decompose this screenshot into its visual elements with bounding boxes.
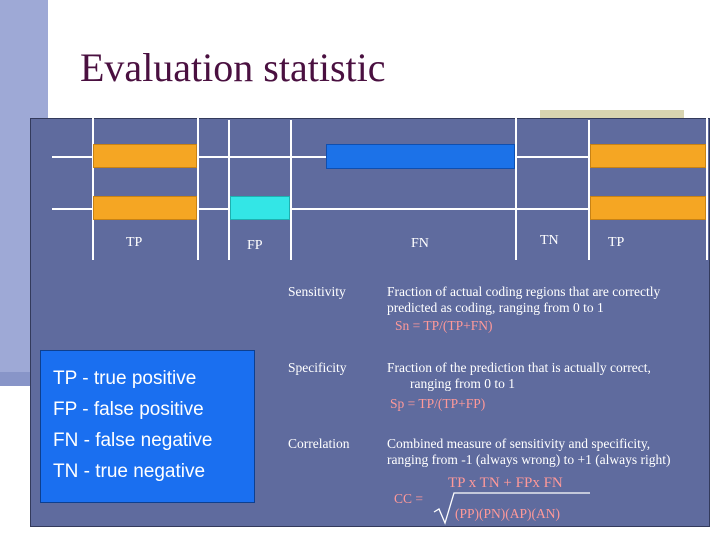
cc-formula-numerator: TP x TN + FPx FN	[448, 475, 563, 491]
cc-formula-denominator: (PP)(PN)(AP)(AN)	[455, 506, 560, 521]
actual-coding-region-tp-2	[590, 144, 706, 168]
boundary-line	[515, 118, 517, 260]
specificity-term: Specificity	[288, 360, 347, 375]
decorative-top-tab	[540, 110, 684, 119]
sensitivity-description-line-2: predicted as coding, ranging from 0 to 1	[387, 300, 604, 315]
segment-label-fp: FP	[247, 238, 263, 253]
boundary-line	[228, 120, 230, 260]
correlation-description-line-2: ranging from -1 (always wrong) to +1 (al…	[387, 452, 671, 467]
segment-label-tp: TP	[126, 235, 143, 250]
segment-label-fn: FN	[411, 236, 429, 251]
predicted-coding-region-tp-2	[590, 196, 706, 220]
square-root-symbol	[433, 492, 590, 525]
specificity-description-line-2: ranging from 0 to 1	[410, 376, 515, 391]
segment-label-tp-2: TP	[608, 235, 625, 250]
boundary-line	[290, 120, 292, 260]
sensitivity-term: Sensitivity	[288, 284, 346, 299]
specificity-formula: Sp = TP/(TP+FP)	[390, 396, 486, 411]
cc-formula-lhs: CC =	[394, 491, 423, 506]
boundary-line	[706, 118, 708, 260]
legend-item-tp: TP - true positive	[53, 368, 197, 389]
legend-item-fp: FP - false positive	[53, 399, 204, 420]
legend-item-tn: TN - true negative	[53, 461, 206, 482]
specificity-description-line-1: Fraction of the prediction that is actua…	[387, 360, 651, 375]
predicted-track-line	[52, 208, 708, 210]
sensitivity-formula: Sn = TP/(TP+FN)	[395, 318, 493, 333]
actual-region-fn	[326, 144, 515, 169]
segment-label-tn: TN	[540, 233, 559, 248]
sensitivity-description-line-1: Fraction of actual coding regions that a…	[387, 284, 661, 299]
legend-item-fn: FN - false negative	[53, 430, 213, 451]
actual-coding-region-tp	[93, 144, 197, 168]
boundary-line	[197, 118, 199, 260]
slide-title: Evaluation statistic	[80, 45, 386, 90]
abbreviation-legend: TP - true positive FP - false positive F…	[40, 350, 255, 503]
boundary-line	[92, 118, 94, 260]
correlation-term: Correlation	[288, 436, 350, 451]
predicted-coding-region-tp	[93, 196, 197, 220]
correlation-description-line-1: Combined measure of sensitivity and spec…	[387, 436, 651, 451]
predicted-region-fp	[230, 196, 290, 220]
boundary-line	[588, 120, 590, 260]
